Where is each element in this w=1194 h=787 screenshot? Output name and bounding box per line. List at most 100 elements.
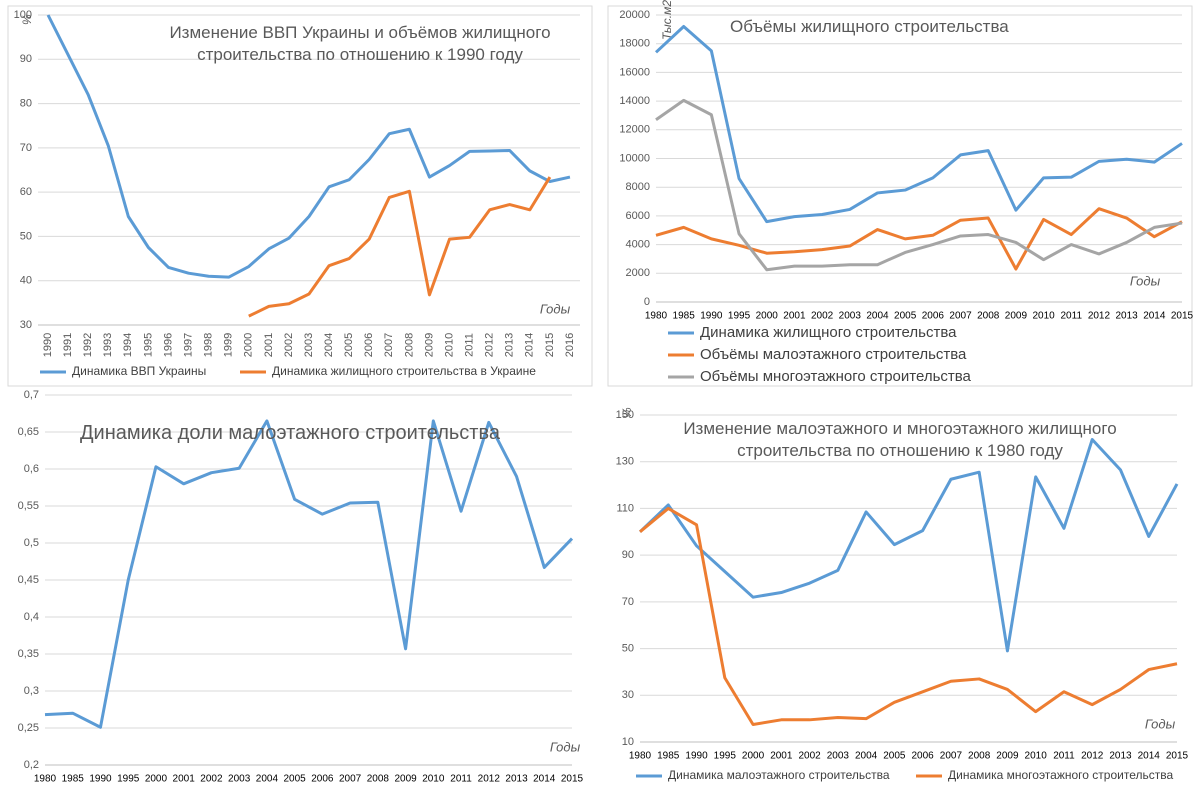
x-tick-label: 2004 <box>855 751 878 762</box>
x-tick-label: 2007 <box>940 751 963 762</box>
x-tick-label: 2009 <box>996 751 1019 762</box>
x-tick-label: 2001 <box>173 774 196 785</box>
y-tick-label: 110 <box>616 502 634 514</box>
x-tick-label: 2001 <box>770 751 793 762</box>
x-axis-label: Годы <box>550 739 581 754</box>
x-tick-label: 1985 <box>62 774 85 785</box>
y-tick-label: 130 <box>616 456 634 468</box>
chart-title: Изменение ВВП Украины и объёмов жилищног… <box>169 23 551 65</box>
x-tick-label: 2015 <box>1171 311 1194 322</box>
x-tick-label: 2004 <box>866 311 889 322</box>
x-tick-label: 2005 <box>883 751 906 762</box>
legend-label: Объёмы малоэтажного строительства <box>700 346 967 363</box>
x-tick-label: 2015 <box>561 774 584 785</box>
y-tick-label: 0,3 <box>24 685 39 697</box>
x-tick-label: 1991 <box>62 333 74 357</box>
y-tick-label: 40 <box>20 275 32 287</box>
x-tick-label: 2001 <box>783 311 806 322</box>
x-tick-label: 2000 <box>243 333 255 357</box>
x-tick-label: 2012 <box>1088 311 1111 322</box>
legend-label: Динамика многоэтажного строительства <box>948 768 1173 782</box>
x-tick-label: 2006 <box>363 333 375 357</box>
x-tick-label: 2009 <box>423 333 435 357</box>
x-tick-label: 1980 <box>645 311 668 322</box>
x-tick-label: 2000 <box>742 751 765 762</box>
x-tick-label: 2006 <box>922 311 945 322</box>
data-line <box>654 24 1183 224</box>
y-tick-label: 0,5 <box>24 537 39 549</box>
x-tick-label: 1985 <box>673 311 696 322</box>
x-tick-label: 1999 <box>223 333 235 357</box>
y-tick-label: 12000 <box>619 124 650 136</box>
x-tick-label: 2007 <box>383 333 395 357</box>
y-tick-label: 60 <box>20 186 32 198</box>
x-tick-label: 2005 <box>894 311 917 322</box>
x-tick-label: 2003 <box>228 774 251 785</box>
x-tick-label: 2008 <box>367 774 390 785</box>
x-tick-label: 2002 <box>798 751 821 762</box>
y-tick-label: 20000 <box>619 9 650 21</box>
x-tick-label: 1995 <box>117 774 140 785</box>
x-tick-label: 2014 <box>533 774 556 785</box>
x-tick-label: 2010 <box>422 774 445 785</box>
panel <box>607 5 1193 387</box>
y-tick-label: 10000 <box>619 152 650 164</box>
x-tick-label: 1992 <box>82 333 94 357</box>
y-tick-label: 0,55 <box>18 500 39 512</box>
y-tick-label: 8000 <box>626 181 650 193</box>
x-tick-label: 2013 <box>1109 751 1132 762</box>
chart-title: Объёмы жилищного строительства <box>730 17 1009 36</box>
x-tick-label: 2005 <box>343 333 355 357</box>
x-tick-label: 1995 <box>142 333 154 357</box>
x-tick-label: 1990 <box>42 333 54 357</box>
x-tick-label: 2015 <box>544 333 556 357</box>
legend-label: Динамика жилищного строительства <box>700 324 957 341</box>
chart-title: Динамика доли малоэтажного строительства <box>80 422 500 444</box>
x-tick-label: 2012 <box>484 333 496 357</box>
x-tick-label: 1995 <box>714 751 737 762</box>
x-tick-label: 2011 <box>463 333 475 357</box>
x-tick-label: 2010 <box>443 333 455 357</box>
x-tick-label: 2003 <box>839 311 862 322</box>
x-tick-label: 2014 <box>524 333 536 357</box>
x-tick-label: 1998 <box>203 333 215 357</box>
y-tick-label: 0,45 <box>18 574 39 586</box>
x-tick-label: 1990 <box>700 311 723 322</box>
x-tick-label: 2000 <box>756 311 779 322</box>
x-tick-label: 2002 <box>283 333 295 357</box>
y-tick-label: 0,25 <box>18 722 39 734</box>
y-tick-label: 80 <box>20 97 32 109</box>
data-line <box>655 98 1183 272</box>
x-tick-label: 2011 <box>1053 751 1075 762</box>
data-line <box>248 176 552 318</box>
y-tick-label: 14000 <box>619 95 650 107</box>
x-tick-label: 2011 <box>450 774 472 785</box>
x-tick-label: 1994 <box>122 333 134 357</box>
y-tick-label: 90 <box>20 53 32 65</box>
x-tick-label: 2010 <box>1032 311 1055 322</box>
y-tick-label: 2000 <box>626 267 650 279</box>
x-tick-label: 2015 <box>1166 751 1189 762</box>
x-tick-label: 2007 <box>949 311 972 322</box>
y-tick-label: 50 <box>622 642 634 654</box>
data-line <box>638 438 1179 653</box>
x-tick-label: 2001 <box>263 333 275 357</box>
x-axis-label: Годы <box>1130 273 1161 288</box>
x-tick-label: 2014 <box>1143 311 1166 322</box>
x-tick-label: 2011 <box>1061 311 1083 322</box>
x-tick-label: 1985 <box>657 751 680 762</box>
x-tick-label: 1990 <box>89 774 112 785</box>
x-axis-label: Годы <box>540 301 571 316</box>
y-tick-label: 10 <box>622 736 634 748</box>
x-tick-label: 1980 <box>34 774 57 785</box>
y-tick-label: 90 <box>622 549 634 561</box>
data-line <box>639 506 1178 726</box>
data-line <box>44 419 574 729</box>
y-tick-label: 4000 <box>626 239 650 251</box>
x-tick-label: 2010 <box>1025 751 1048 762</box>
x-tick-label: 1980 <box>629 751 652 762</box>
x-tick-label: 2006 <box>912 751 935 762</box>
x-tick-label: 1993 <box>102 333 114 357</box>
